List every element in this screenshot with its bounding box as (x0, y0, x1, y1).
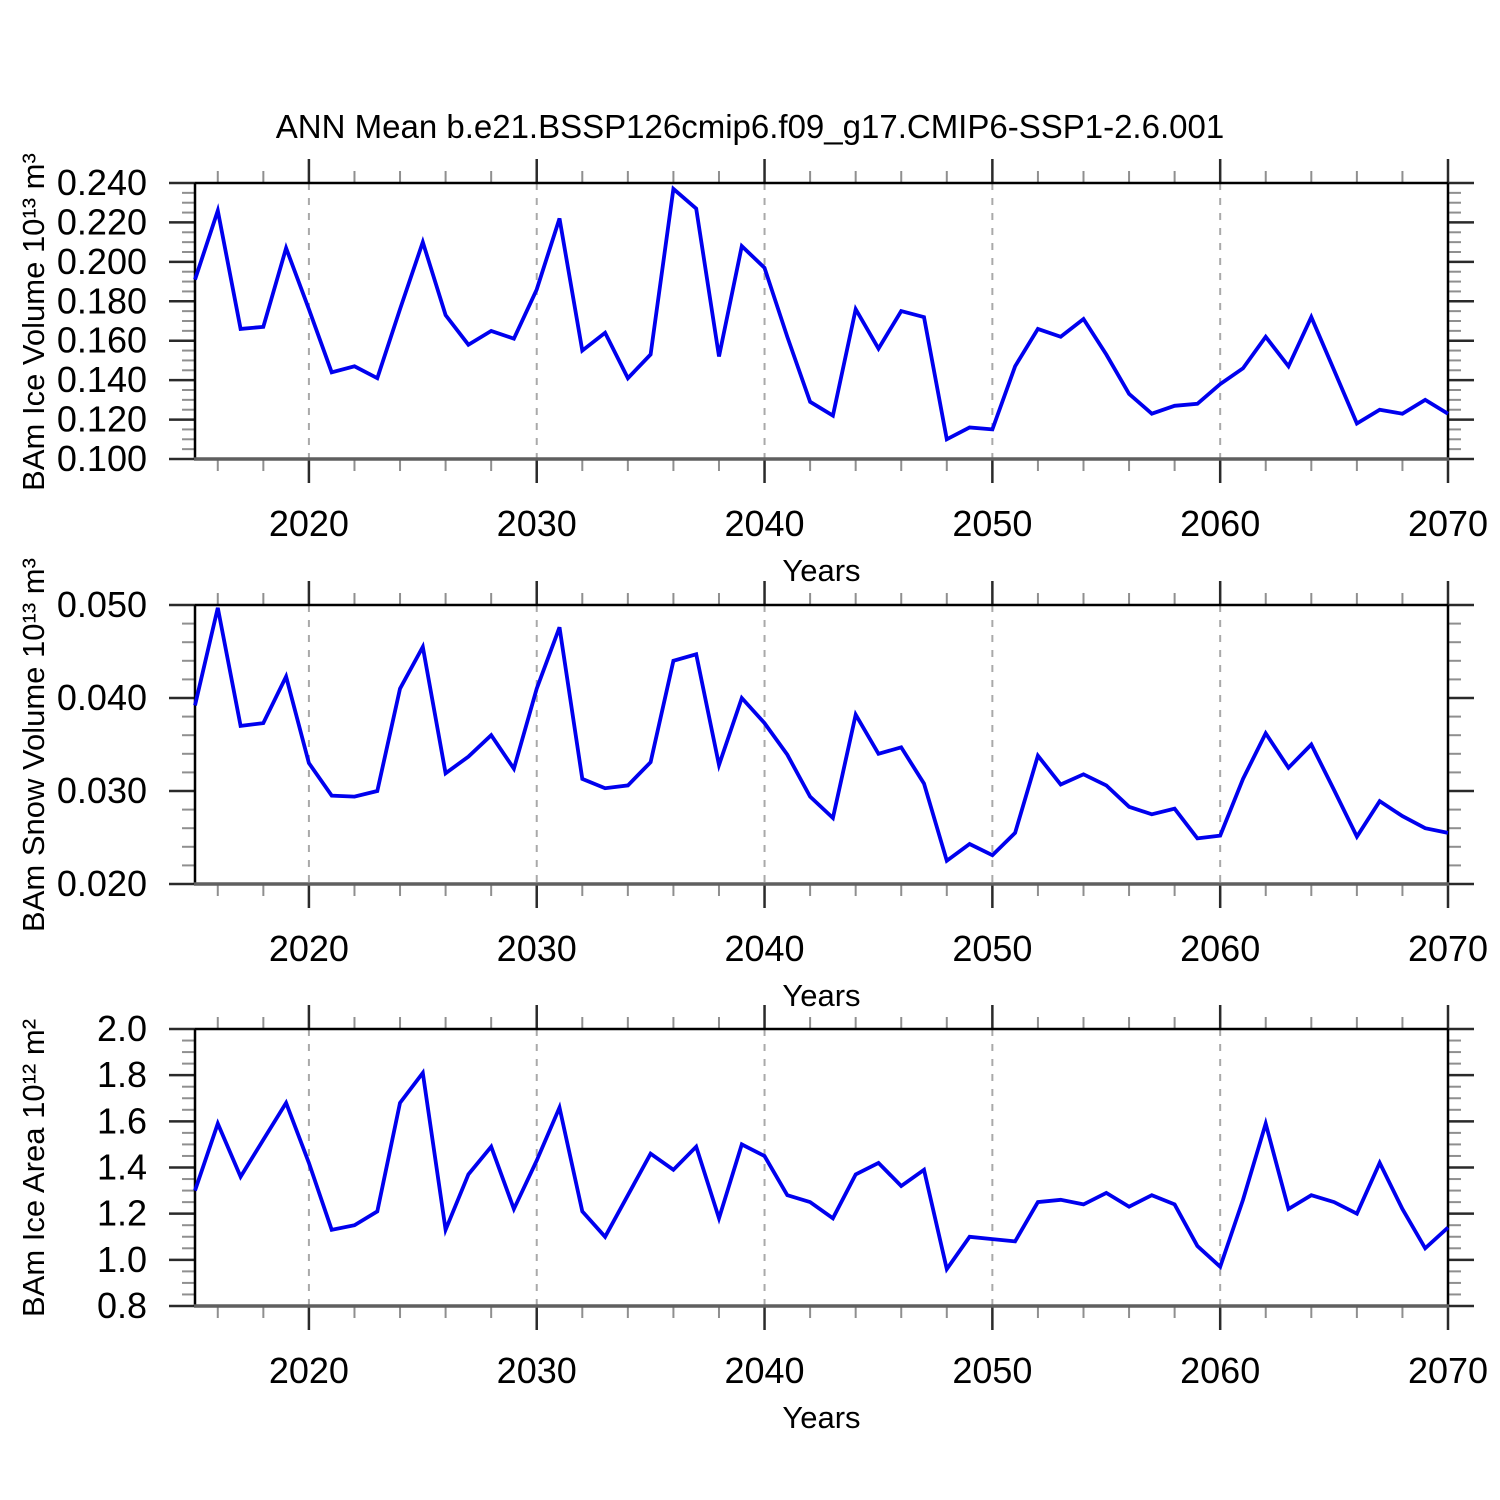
x-tick-label: 2070 (1408, 928, 1488, 969)
y-tick-label: 0.040 (57, 677, 147, 718)
x-tick-label: 2030 (497, 503, 577, 544)
x-axis-title-years-middle: Years (782, 978, 861, 1013)
y-tick-label: 0.050 (57, 584, 147, 625)
series-line-ice-volume (193, 185, 1449, 443)
y-tick-label: 0.220 (57, 201, 147, 242)
x-tick-label: 2020 (269, 1350, 349, 1391)
x-axis-title-years-bottom: Years (782, 1400, 861, 1435)
x-tick-label: 2060 (1180, 928, 1260, 969)
y-tick-label: 0.020 (57, 863, 147, 904)
series-line-snow-volume (193, 607, 1449, 864)
x-tick-label: 2050 (952, 928, 1032, 969)
series-line-ice-area (193, 1068, 1450, 1274)
y-tick-label: 2.0 (97, 1008, 147, 1049)
panel-ice-area: 2020 2030 2040 2050 2060 2070 0.8 1.0 1.2 1.4 1.6 1… (97, 1005, 1488, 1391)
x-tick-label: 2060 (1180, 503, 1260, 544)
chart-title: ANN Mean b.e21.BSSP126cmip6.f09_g17.CMIP… (275, 108, 1225, 145)
y-tick-label: 1.8 (97, 1054, 147, 1095)
x-tick-label: 2060 (1180, 1350, 1260, 1391)
x-tick-label: 2050 (952, 503, 1032, 544)
y-tick-label: 1.0 (97, 1239, 147, 1280)
y-axis-title-ice-area: BAm Ice Area 10¹² m² (16, 1018, 51, 1318)
x-tick-label: 2020 (269, 503, 349, 544)
y-tick-label: 0.160 (57, 320, 147, 361)
panel-ice-volume: 2020 2030 2040 2050 2060 20700.1000.1200.1400… (57, 159, 1488, 544)
y-tick-label: 0.180 (57, 280, 147, 321)
y-tick-label: 0.8 (97, 1285, 147, 1326)
panel-snow-volume: 2020 2030 2040 2050 2060 2070 0.020 0.030 0.040 0… (57, 581, 1488, 969)
x-tick-label: 2020 (269, 928, 349, 969)
y-tick-label: 0.240 (57, 162, 147, 203)
x-tick-label: 2070 (1408, 503, 1488, 544)
x-tick-label: 2040 (724, 928, 804, 969)
x-tick-label: 2040 (724, 503, 804, 544)
x-tick-label: 2030 (497, 1350, 577, 1391)
y-tick-label: 0.140 (57, 359, 147, 400)
y-tick-label: 0.200 (57, 241, 147, 282)
y-tick-label: 1.2 (97, 1193, 147, 1234)
x-axis-title-years-top: Years (782, 553, 861, 588)
x-tick-label: 2030 (497, 928, 577, 969)
y-tick-label: 0.120 (57, 399, 147, 440)
x-tick-label: 2040 (724, 1350, 804, 1391)
y-tick-label: 1.4 (97, 1147, 147, 1188)
y-tick-label: 0.100 (57, 438, 147, 479)
y-tick-label: 0.030 (57, 770, 147, 811)
y-tick-label: 1.6 (97, 1100, 147, 1141)
x-tick-label: 2050 (952, 1350, 1032, 1391)
x-tick-label: 2070 (1408, 1350, 1488, 1391)
